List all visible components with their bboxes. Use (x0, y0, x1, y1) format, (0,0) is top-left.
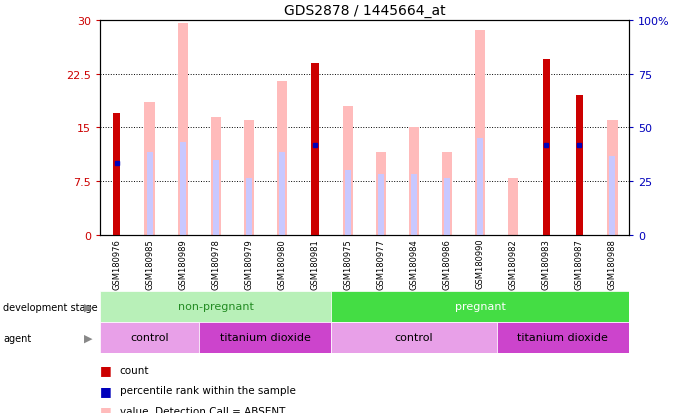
Text: control: control (395, 332, 433, 343)
Text: agent: agent (3, 333, 32, 343)
Bar (376, 153, 386, 235)
Text: GSM180977: GSM180977 (377, 238, 386, 289)
Text: GSM180985: GSM180985 (145, 238, 154, 289)
Text: GSM180976: GSM180976 (112, 238, 121, 289)
Bar (211, 117, 221, 235)
Text: GSM180982: GSM180982 (509, 238, 518, 289)
Bar (100, 291, 332, 322)
Bar (609, 157, 615, 235)
Bar (199, 322, 332, 353)
Text: ■: ■ (100, 384, 112, 397)
Bar (475, 31, 485, 235)
Bar (144, 103, 155, 235)
Bar (332, 291, 629, 322)
Bar (378, 175, 384, 235)
Bar (312, 64, 319, 235)
Bar (477, 139, 483, 235)
Bar (244, 121, 254, 235)
Text: GSM180975: GSM180975 (343, 238, 352, 289)
Text: ▶: ▶ (84, 333, 93, 343)
Bar (607, 121, 618, 235)
Bar (180, 142, 186, 235)
Bar (146, 153, 153, 235)
Text: GSM180978: GSM180978 (211, 238, 220, 289)
Bar (508, 178, 518, 235)
Text: GSM180987: GSM180987 (575, 238, 584, 289)
Text: control: control (131, 332, 169, 343)
Bar (246, 178, 252, 235)
Text: titanium dioxide: titanium dioxide (220, 332, 311, 343)
Bar (442, 153, 453, 235)
Text: GSM180979: GSM180979 (245, 238, 254, 289)
Bar (213, 160, 219, 235)
Bar (279, 153, 285, 235)
Bar (178, 24, 188, 235)
Text: titanium dioxide: titanium dioxide (518, 332, 608, 343)
Text: count: count (120, 365, 149, 375)
Text: percentile rank within the sample: percentile rank within the sample (120, 385, 296, 395)
Text: GSM180983: GSM180983 (542, 238, 551, 289)
Title: GDS2878 / 1445664_at: GDS2878 / 1445664_at (284, 4, 445, 18)
Bar (345, 171, 351, 235)
Bar (113, 114, 120, 235)
Text: ▶: ▶ (84, 302, 93, 312)
Text: GSM180990: GSM180990 (475, 238, 484, 289)
Text: GSM180981: GSM180981 (310, 238, 319, 289)
Text: pregnant: pregnant (455, 301, 506, 312)
Text: GSM180986: GSM180986 (443, 238, 452, 289)
Text: GSM180980: GSM180980 (277, 238, 286, 289)
Bar (276, 81, 287, 235)
Text: development stage: development stage (3, 302, 98, 312)
Bar (100, 322, 199, 353)
Bar (409, 128, 419, 235)
Bar (497, 322, 629, 353)
Bar (343, 107, 353, 235)
Text: GSM180989: GSM180989 (178, 238, 187, 289)
Text: ■: ■ (100, 404, 112, 413)
Bar (411, 175, 417, 235)
Text: GSM180984: GSM180984 (410, 238, 419, 289)
Text: ■: ■ (100, 363, 112, 376)
Bar (542, 60, 550, 235)
Text: GSM180988: GSM180988 (608, 238, 617, 289)
Bar (576, 96, 583, 235)
Bar (444, 178, 450, 235)
Text: value, Detection Call = ABSENT: value, Detection Call = ABSENT (120, 406, 285, 413)
Text: non-pregnant: non-pregnant (178, 301, 254, 312)
Bar (332, 322, 497, 353)
